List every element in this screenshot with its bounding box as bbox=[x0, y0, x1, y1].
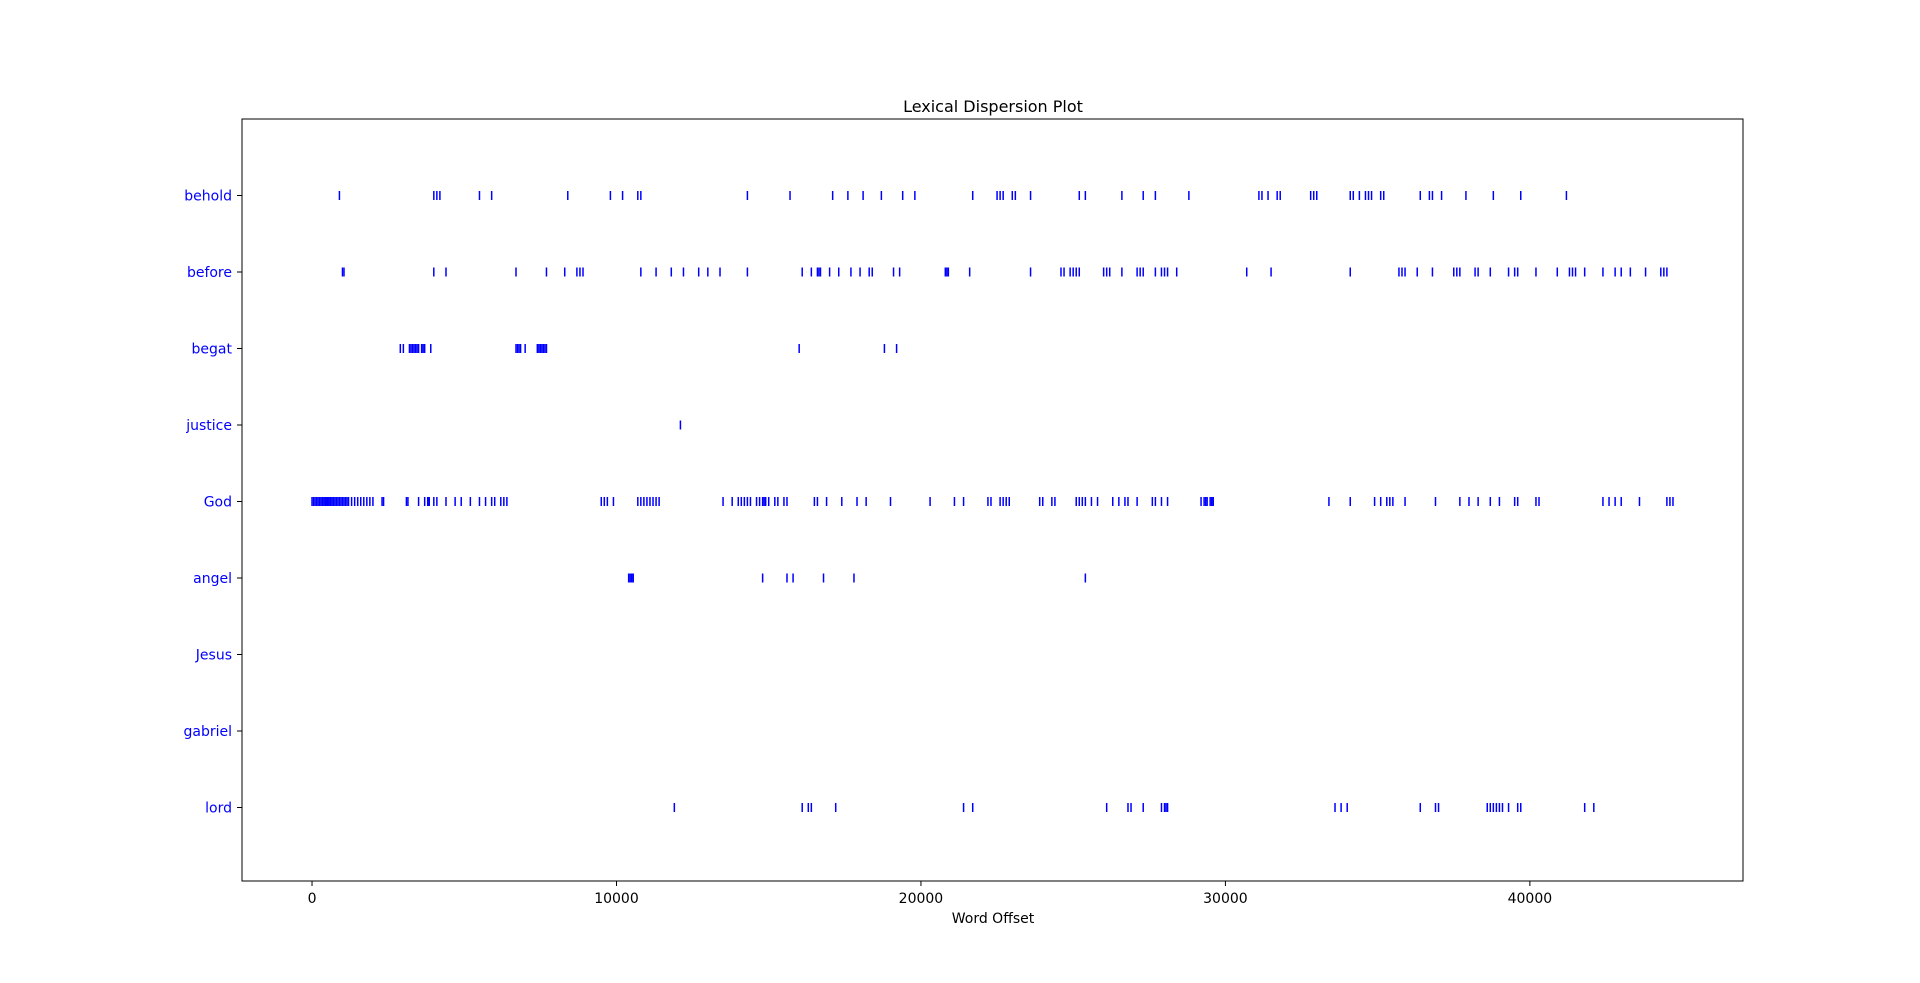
y-tick-label-behold: behold bbox=[184, 189, 232, 205]
y-tick-label-God: God bbox=[204, 495, 232, 511]
x-tick-label-40000: 40000 bbox=[1508, 891, 1553, 907]
x-tick-label-0: 0 bbox=[308, 891, 317, 907]
x-tick-label-10000: 10000 bbox=[594, 891, 639, 907]
y-tick-label-begat: begat bbox=[192, 342, 233, 358]
plot-frame bbox=[241, 118, 1744, 882]
y-tick-label-before: before bbox=[187, 265, 232, 281]
y-tick-label-Jesus: Jesus bbox=[195, 648, 232, 664]
y-tick-label-justice: justice bbox=[185, 418, 232, 434]
y-tick-label-gabriel: gabriel bbox=[183, 724, 232, 740]
y-tick-label-angel: angel bbox=[193, 571, 232, 587]
x-tick-label-30000: 30000 bbox=[1203, 891, 1248, 907]
x-axis-label: Word Offset bbox=[952, 911, 1035, 927]
ticks-layer: 0 10000 20000 30000 40000 behold before begat ju… bbox=[183, 189, 1552, 908]
marks-layer bbox=[311, 191, 1674, 812]
x-tick-label-20000: 20000 bbox=[899, 891, 944, 907]
chart-title: Lexical Dispersion Plot bbox=[903, 97, 1083, 116]
y-tick-label-lord: lord bbox=[205, 801, 232, 817]
